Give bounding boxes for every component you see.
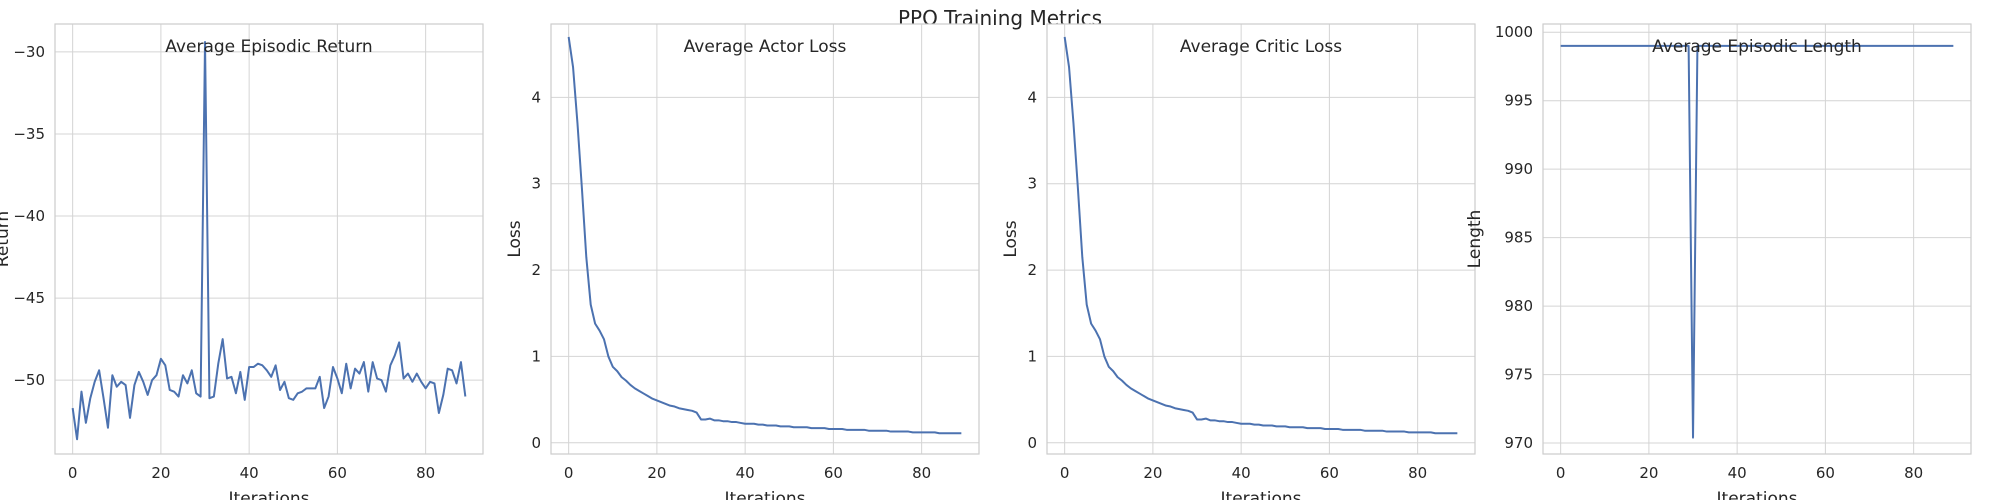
- x-tick-label: 0: [1060, 464, 1070, 482]
- x-axis-label: Iterations: [1221, 489, 1302, 500]
- y-axis-label: Return: [0, 211, 13, 267]
- y-tick-label: 4: [1027, 88, 1037, 106]
- subplot-average-critic-loss: 0 20 40 60 80 0 1 2 3 4 Average Critic Loss Itera…: [1001, 23, 1476, 500]
- subplot-average-episodic-length: 0 20 40 60 80 970 975 980 985 990 995 1000 Average …: [1465, 23, 1972, 500]
- x-tick-label: 40: [240, 464, 259, 482]
- x-tick-label: 80: [912, 464, 931, 482]
- x-tick-label: 0: [68, 464, 78, 482]
- plot-area: [1543, 24, 1971, 454]
- y-tick-label: 1: [531, 347, 541, 365]
- x-tick-label: 80: [1904, 464, 1923, 482]
- gridlines: [551, 24, 979, 454]
- tick-labels: 0 20 40 60 80 0 1 2 3 4: [1027, 88, 1427, 482]
- plot-area: [1047, 24, 1475, 454]
- x-tick-label: 20: [1143, 464, 1162, 482]
- y-tick-label: 990: [1504, 160, 1533, 178]
- series-line: [1560, 44, 1954, 439]
- x-axis-label: Iterations: [229, 489, 310, 500]
- axes-frame: [54, 23, 484, 455]
- y-tick-label: 2: [531, 261, 541, 279]
- axes-frame: [1046, 23, 1476, 455]
- y-tick-label: 4: [531, 88, 541, 106]
- y-tick-label: 2: [1027, 261, 1037, 279]
- x-tick-label: 60: [824, 464, 843, 482]
- y-tick-label: 0: [531, 434, 541, 452]
- x-tick-label: 0: [564, 464, 574, 482]
- y-axis-label: Loss: [1001, 220, 1021, 257]
- x-axis-label: Iterations: [1717, 489, 1798, 500]
- y-tick-label: −35: [13, 125, 45, 143]
- y-tick-label: 985: [1504, 229, 1533, 247]
- gridlines: [1047, 24, 1475, 454]
- subplot-title: Average Actor Loss: [684, 37, 847, 57]
- y-tick-label: 3: [1027, 175, 1037, 193]
- y-axis-label: Loss: [505, 220, 525, 257]
- y-tick-label: 1000: [1495, 23, 1533, 41]
- x-tick-label: 40: [736, 464, 755, 482]
- tick-labels: 0 20 40 60 80 −50 −45 −40 −35 −30: [13, 43, 435, 482]
- subplot-title: Average Episodic Return: [165, 37, 372, 57]
- x-tick-label: 60: [328, 464, 347, 482]
- x-tick-label: 40: [1232, 464, 1251, 482]
- y-tick-label: 1: [1027, 347, 1037, 365]
- subplot-title: Average Critic Loss: [1180, 37, 1342, 57]
- y-tick-label: −45: [13, 289, 45, 307]
- tick-labels: 0 20 40 60 80 0 1 2 3 4: [531, 88, 931, 482]
- y-tick-label: −30: [13, 43, 45, 61]
- gridlines: [1543, 24, 1971, 454]
- series-line: [71, 41, 467, 441]
- y-tick-label: 975: [1504, 366, 1533, 384]
- x-tick-label: 40: [1728, 464, 1747, 482]
- x-tick-label: 80: [416, 464, 435, 482]
- series-line: [567, 36, 962, 435]
- subplot-average-actor-loss: 0 20 40 60 80 0 1 2 3 4 Average Actor Loss Iterat…: [505, 23, 980, 500]
- plot-area: [551, 24, 979, 454]
- axes-frame: [1542, 23, 1972, 455]
- y-axis-label: Length: [1465, 210, 1485, 269]
- gridlines: [55, 24, 483, 454]
- y-tick-label: 0: [1027, 434, 1037, 452]
- x-tick-label: 60: [1320, 464, 1339, 482]
- x-tick-label: 0: [1556, 464, 1566, 482]
- y-tick-label: 970: [1504, 434, 1533, 452]
- axes-frame: [550, 23, 980, 455]
- subplot-average-episodic-return: 0 20 40 60 80 −50 −45 −40 −35 −30 Average Episodi…: [0, 23, 484, 500]
- x-axis-label: Iterations: [725, 489, 806, 500]
- x-tick-label: 60: [1816, 464, 1835, 482]
- tick-labels: 0 20 40 60 80 970 975 980 985 990 995 1000: [1495, 23, 1923, 482]
- plot-area: [55, 24, 483, 454]
- x-tick-label: 20: [151, 464, 170, 482]
- subplot-title: Average Episodic Length: [1652, 37, 1862, 57]
- x-tick-label: 80: [1408, 464, 1427, 482]
- x-tick-label: 20: [647, 464, 666, 482]
- x-tick-label: 20: [1639, 464, 1658, 482]
- y-tick-label: −50: [13, 371, 45, 389]
- y-tick-label: 980: [1504, 297, 1533, 315]
- y-tick-label: −40: [13, 207, 45, 225]
- y-tick-label: 3: [531, 175, 541, 193]
- y-tick-label: 995: [1504, 92, 1533, 110]
- series-line: [1063, 36, 1458, 435]
